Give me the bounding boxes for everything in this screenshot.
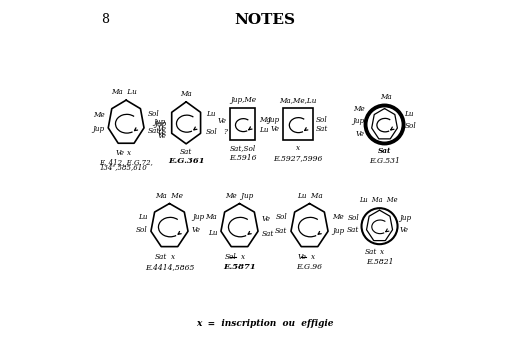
Text: Sol: Sol xyxy=(148,110,160,118)
Text: Lu  Ma  Me: Lu Ma Me xyxy=(359,196,397,204)
Text: Jup: Jup xyxy=(192,213,204,221)
Text: x: x xyxy=(296,144,300,153)
Text: x: x xyxy=(380,248,385,256)
Text: Ve: Ve xyxy=(355,130,364,138)
Text: Sat: Sat xyxy=(365,248,377,256)
Text: Sat,Sol: Sat,Sol xyxy=(230,144,256,153)
Text: Ma: Ma xyxy=(259,116,270,124)
Text: Sat: Sat xyxy=(154,253,167,261)
Text: Jup: Jup xyxy=(154,120,166,128)
Text: Sat: Sat xyxy=(148,127,160,136)
Text: NOTES: NOTES xyxy=(234,13,295,27)
Text: E.5927,5996: E.5927,5996 xyxy=(273,154,323,162)
Text: E.5916: E.5916 xyxy=(229,154,257,162)
Text: Jup: Jup xyxy=(153,118,166,126)
Text: x: x xyxy=(311,253,315,261)
Text: Sat: Sat xyxy=(180,148,192,156)
Text: x: x xyxy=(171,253,175,261)
Text: Sol: Sol xyxy=(224,253,236,261)
Text: Lu: Lu xyxy=(259,126,268,134)
Text: x: x xyxy=(127,149,132,158)
Text: Ve: Ve xyxy=(192,226,200,234)
Text: Me: Me xyxy=(93,111,104,119)
Text: Jup: Jup xyxy=(332,227,344,235)
Text: 134ᵉ,585,610: 134ᵉ,585,610 xyxy=(99,163,147,172)
Text: Ma: Ma xyxy=(380,94,392,101)
Text: Ve: Ve xyxy=(399,226,408,234)
Text: Sat: Sat xyxy=(262,230,274,238)
Text: E. 412, E.G.72,: E. 412, E.G.72, xyxy=(99,158,153,166)
Text: x: x xyxy=(241,253,245,261)
Text: Ma  Me: Ma Me xyxy=(156,192,184,200)
Text: Lu: Lu xyxy=(405,110,414,118)
Text: E.G.96: E.G.96 xyxy=(297,263,323,271)
Text: Ma,Me,Lu: Ma,Me,Lu xyxy=(279,97,316,104)
Text: E.G.531: E.G.531 xyxy=(369,158,400,165)
Text: E.4414,5865: E.4414,5865 xyxy=(145,263,194,271)
Text: Me: Me xyxy=(353,105,364,113)
Text: Sol: Sol xyxy=(348,214,360,222)
Text: Sat: Sat xyxy=(275,227,287,235)
Text: Jup: Jup xyxy=(268,116,280,124)
Text: Ma  Lu: Ma Lu xyxy=(112,88,137,96)
Text: Sol: Sol xyxy=(405,122,416,129)
Text: x  =  inscription  ou  effigie: x = inscription ou effigie xyxy=(196,319,333,328)
Text: Ve: Ve xyxy=(116,149,125,158)
Text: Sol: Sol xyxy=(276,213,287,221)
Text: Jup: Jup xyxy=(352,117,364,125)
Text: Jup,Me: Jup,Me xyxy=(230,97,256,104)
Text: ?: ? xyxy=(223,128,227,136)
Text: Lu: Lu xyxy=(138,213,147,221)
Text: Sol: Sol xyxy=(206,128,218,136)
Text: Ve: Ve xyxy=(262,215,271,223)
Text: 8: 8 xyxy=(101,13,109,26)
Text: E.G.361: E.G.361 xyxy=(168,157,204,165)
Text: Ve: Ve xyxy=(157,125,166,133)
Text: Sat: Sat xyxy=(316,125,328,133)
Text: Ma: Ma xyxy=(205,213,217,221)
Text: Ve: Ve xyxy=(157,129,166,137)
Text: Ma: Ma xyxy=(180,90,192,98)
Text: Me  Jup: Me Jup xyxy=(225,192,253,200)
Text: Me: Me xyxy=(332,213,343,221)
Text: Lu: Lu xyxy=(208,228,217,237)
Text: Lu  Ma: Lu Ma xyxy=(297,192,322,200)
Text: Ve: Ve xyxy=(218,117,227,125)
Text: Lu: Lu xyxy=(206,109,216,118)
Text: Sat: Sat xyxy=(347,226,360,234)
Text: Jup: Jup xyxy=(399,214,412,222)
Text: Ve: Ve xyxy=(297,253,306,261)
Text: Sol: Sol xyxy=(316,116,327,124)
Text: E.5821: E.5821 xyxy=(366,258,393,266)
Text: E.5871: E.5871 xyxy=(223,263,256,271)
Text: Jup: Jup xyxy=(93,125,104,133)
Text: Ve: Ve xyxy=(271,125,280,133)
Text: Ve: Ve xyxy=(157,132,166,140)
Text: Sat: Sat xyxy=(378,147,391,155)
Text: Sol: Sol xyxy=(135,226,147,234)
